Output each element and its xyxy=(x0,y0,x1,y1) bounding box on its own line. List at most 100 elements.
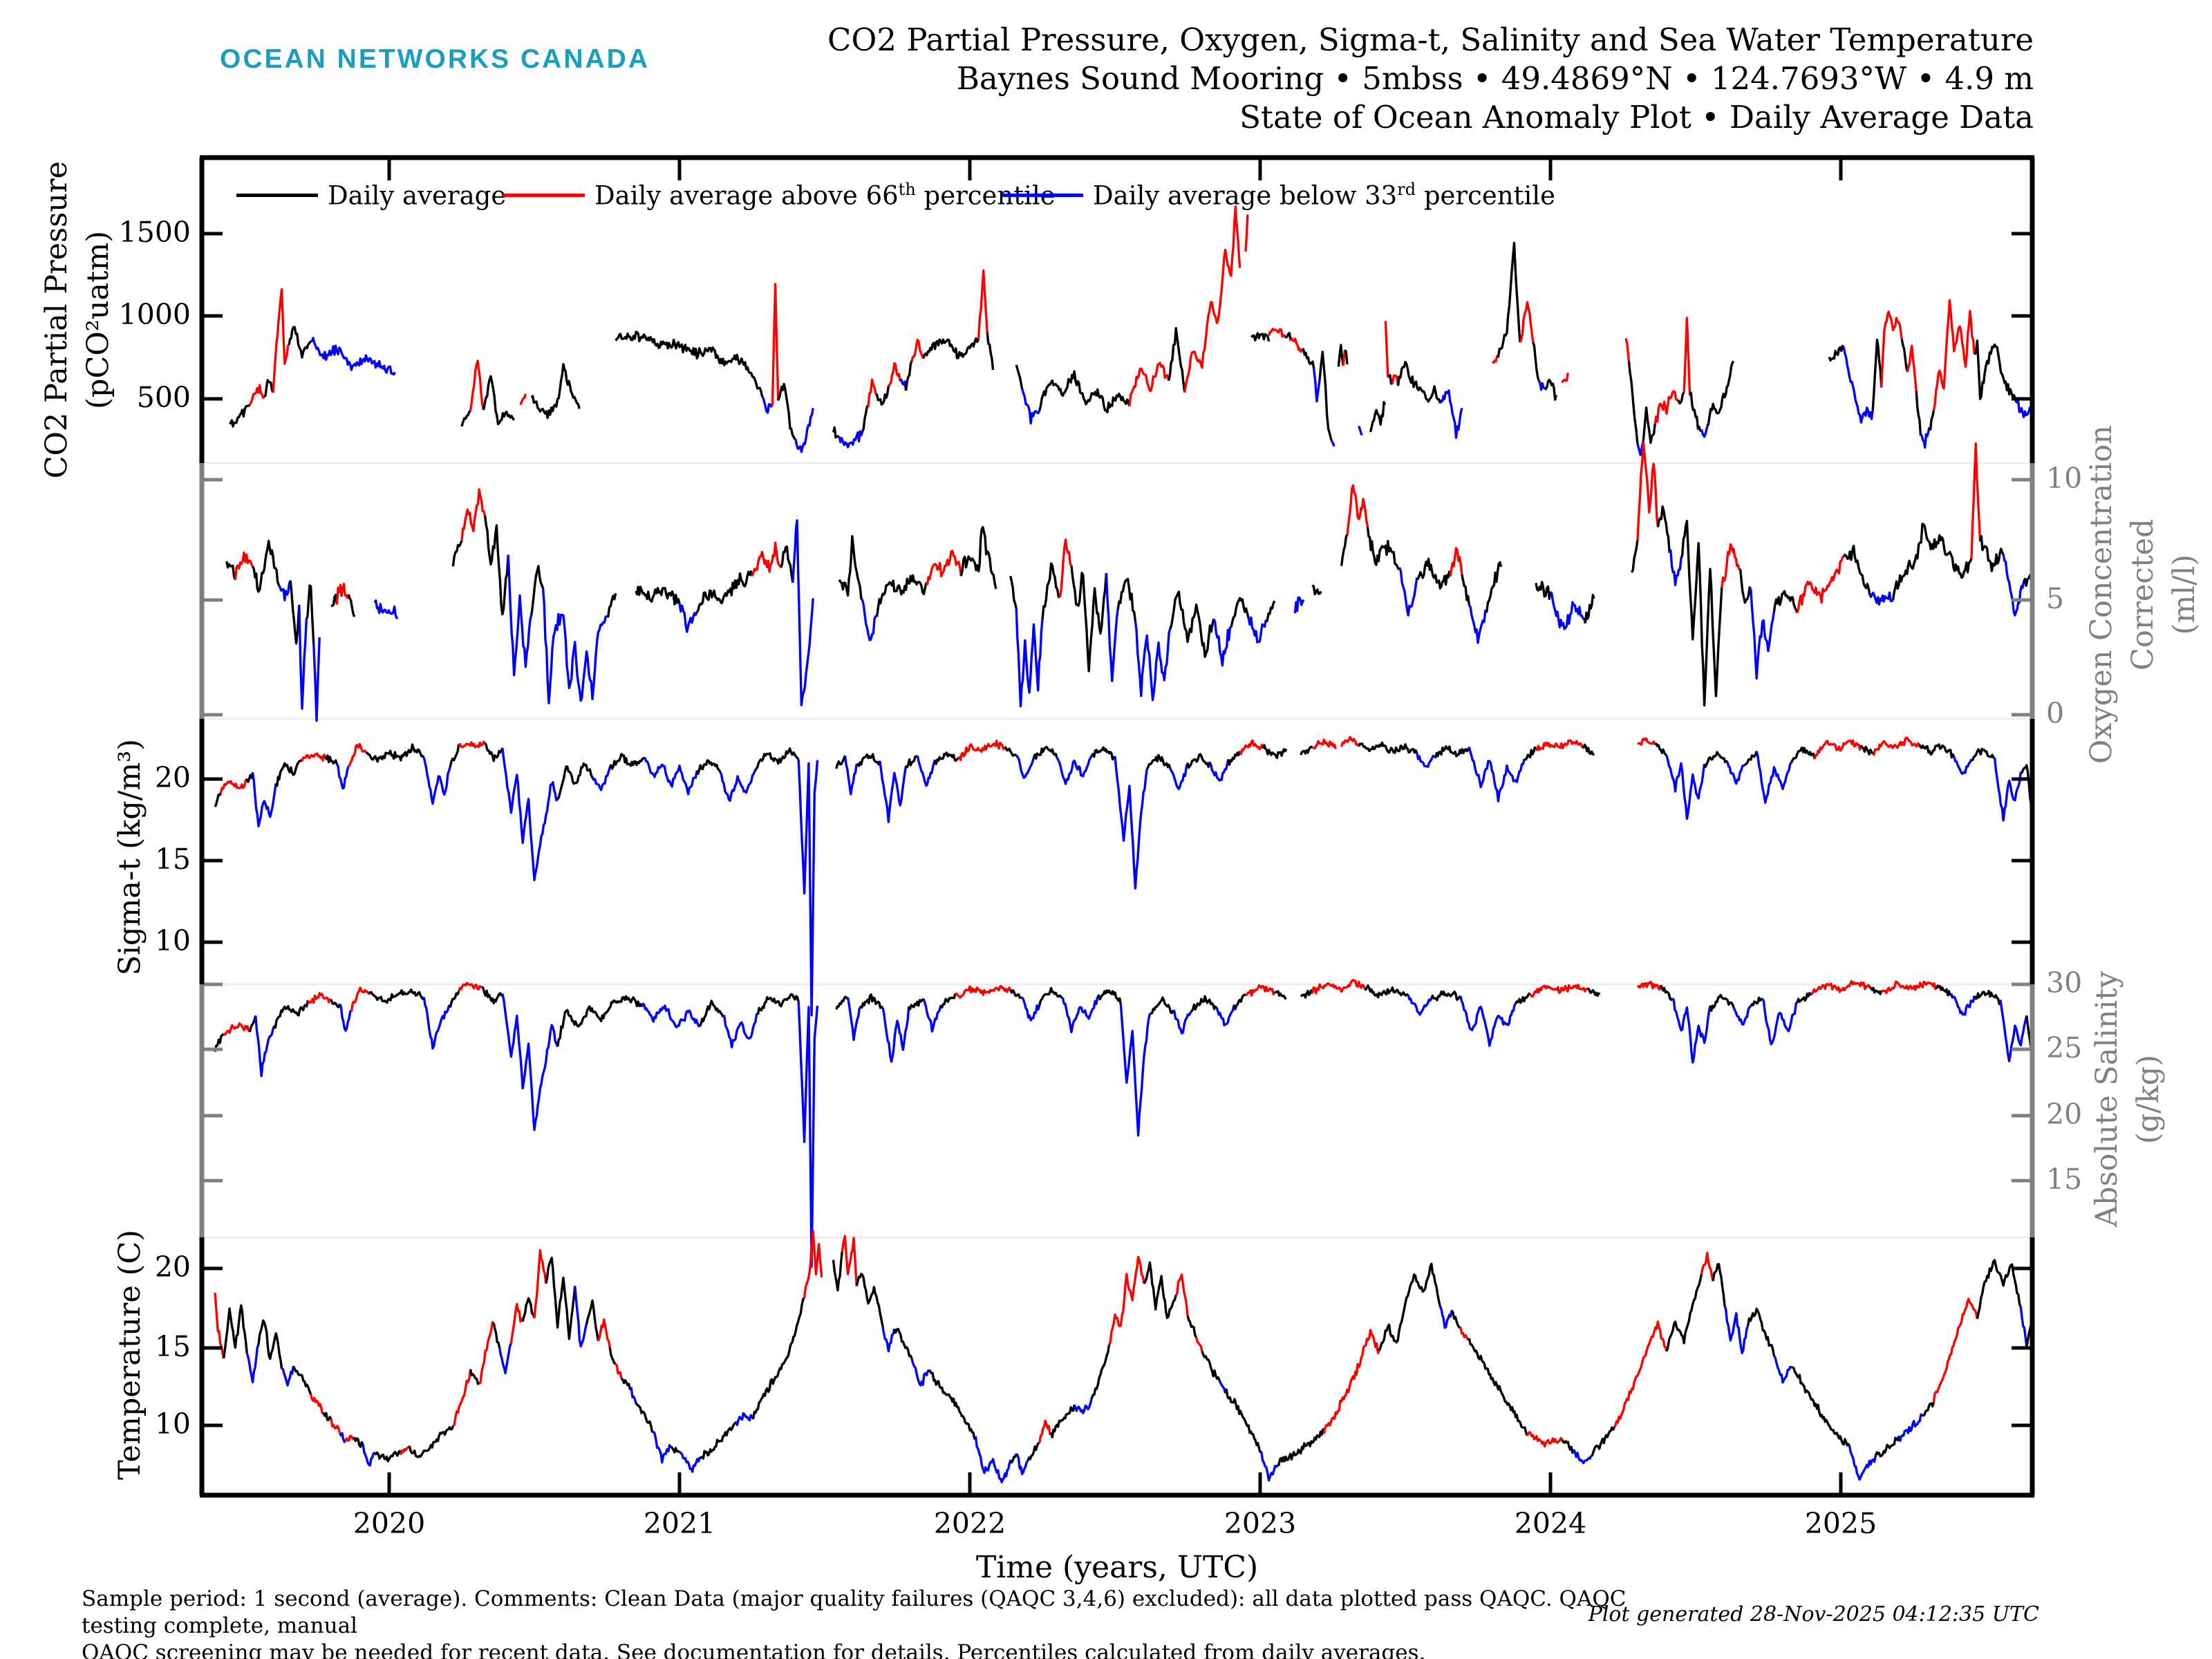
sigma_t-series-k xyxy=(1186,753,1212,769)
sigma_t-series-k xyxy=(1433,745,1470,759)
co2-tick-label: 500 xyxy=(136,381,191,414)
sigma_t-series-r xyxy=(1535,739,1584,751)
salinity-series-k xyxy=(272,1000,310,1030)
sigma_t-series-k xyxy=(905,754,919,769)
oxygen-series-k xyxy=(1485,561,1503,613)
sigma_t-series-r xyxy=(1872,736,1920,756)
salinity-series-b xyxy=(1761,997,1799,1046)
temperature-series-r xyxy=(1194,1337,1203,1352)
co2-series-b xyxy=(1842,346,1874,424)
temperature-series-r xyxy=(803,1229,823,1298)
x-axis-title: Time (years, UTC) xyxy=(975,1550,1259,1585)
sigma_t-series-k xyxy=(1358,741,1418,754)
oxygen-series-k xyxy=(1340,534,1349,566)
temperature-series-k xyxy=(1712,1263,1726,1306)
oxygen-series-k xyxy=(635,585,681,606)
oxygen-series-b xyxy=(1105,572,1119,682)
temperature-series-k xyxy=(832,1251,843,1292)
sigma_t-series-k xyxy=(835,755,846,769)
co2-series-k xyxy=(1396,360,1442,404)
sigma_t-series-k xyxy=(1744,751,1758,766)
co2-series-b xyxy=(1438,389,1463,439)
co2-series-k xyxy=(861,405,869,433)
year-label: 2024 xyxy=(1514,1507,1587,1540)
co2-series-r xyxy=(1624,338,1631,362)
co2-series-k xyxy=(1532,341,1540,382)
salinity-series-b xyxy=(1407,994,1433,1016)
oxygen-series-b xyxy=(541,588,608,704)
co2-series-k xyxy=(1038,370,1131,414)
co2-series-k xyxy=(1250,332,1271,342)
salinity-series-b xyxy=(1021,997,1041,1022)
sigma_t-series-r xyxy=(348,742,367,767)
co2-series-r xyxy=(1906,344,1918,391)
legend-label: Daily average above 66th percentile xyxy=(594,179,1056,211)
legend-line-red xyxy=(503,193,585,197)
oxygen-series-b xyxy=(2002,554,2025,617)
legend-line-blue xyxy=(1002,193,1083,197)
sigma_t-series-b xyxy=(1056,755,1093,785)
salinity-series-b xyxy=(797,1002,819,1268)
temperature-series-b xyxy=(574,1286,588,1348)
co2-series-b xyxy=(838,430,864,449)
sigma_t-series-r xyxy=(1637,737,1656,746)
sigma_t-series-r xyxy=(301,752,327,762)
salinity-series-b xyxy=(254,1015,274,1078)
salinity-series-b xyxy=(1671,997,1712,1064)
temperature-series-b xyxy=(362,1444,376,1467)
temperature-series-b xyxy=(652,1431,672,1464)
co2-series-k xyxy=(263,379,274,398)
co2-series-r xyxy=(1267,328,1286,338)
oxygen-series-b xyxy=(1468,604,1488,644)
sigma_t-series-k xyxy=(1859,744,1874,756)
temperature-series-b xyxy=(1438,1306,1453,1329)
temperature-series-k xyxy=(893,1327,913,1359)
oxygen-series-b xyxy=(1868,591,1894,606)
co2-series-r xyxy=(1683,317,1691,396)
co2-tick-label: 1500 xyxy=(118,216,191,249)
salinity-series-k xyxy=(1096,989,1123,1005)
salinity-series-k xyxy=(1009,988,1022,999)
salinity-series-k xyxy=(1796,992,1812,1003)
salinity-series-k xyxy=(1660,984,1674,1002)
temperature-series-r xyxy=(309,1394,324,1414)
salinity-series-k xyxy=(1232,993,1246,1011)
sigma_t-series-k xyxy=(365,743,425,763)
sigma_t-series-k xyxy=(1227,750,1241,766)
salinity-series-k xyxy=(908,997,925,1011)
co2-series-r xyxy=(1519,301,1535,344)
co2-series-r xyxy=(867,378,877,408)
temperature-series-r xyxy=(509,1302,524,1344)
salinity-series-r xyxy=(350,986,371,1013)
sigma_t-series-b xyxy=(916,756,937,787)
temperature-series-b xyxy=(1772,1355,1792,1384)
co2-series-r xyxy=(1289,337,1304,353)
oxygen-series-r xyxy=(925,550,963,585)
sigma_t-series-k xyxy=(1524,746,1537,761)
temperature-series-b xyxy=(1573,1449,1593,1465)
oxygen-series-k xyxy=(780,545,794,583)
temperature-series-b xyxy=(1015,1452,1029,1475)
salinity-series-k xyxy=(1430,990,1462,1002)
co2-series-r xyxy=(519,393,527,406)
legend-item-above-66th: Daily average above 66th percentile xyxy=(503,178,1056,212)
oxygen-series-k xyxy=(1169,590,1215,658)
salinity-series-b xyxy=(1215,1004,1235,1027)
co2-series-k xyxy=(1168,327,1186,393)
year-label: 2023 xyxy=(1224,1507,1297,1540)
co2-series-k xyxy=(922,337,980,359)
sigma_t-series-b xyxy=(879,760,908,823)
salinity-series-k xyxy=(1190,995,1217,1013)
temperature-series-b xyxy=(1073,1398,1094,1414)
footer-line2: QAQC screening may be needed for recent … xyxy=(82,1640,1426,1659)
temperature-series-k xyxy=(521,1297,536,1322)
sigma_t-series-b xyxy=(1114,756,1148,890)
salinity-series-b xyxy=(1061,997,1099,1033)
temperature-series-k xyxy=(621,1378,632,1391)
temperature-series-k xyxy=(257,1319,283,1369)
sigma_t-series-b xyxy=(1015,754,1035,779)
temperature-series-r xyxy=(478,1321,495,1385)
co2-series-r xyxy=(771,283,780,406)
co2-series-b xyxy=(1920,427,1931,449)
co2-series-k xyxy=(1974,339,2016,400)
